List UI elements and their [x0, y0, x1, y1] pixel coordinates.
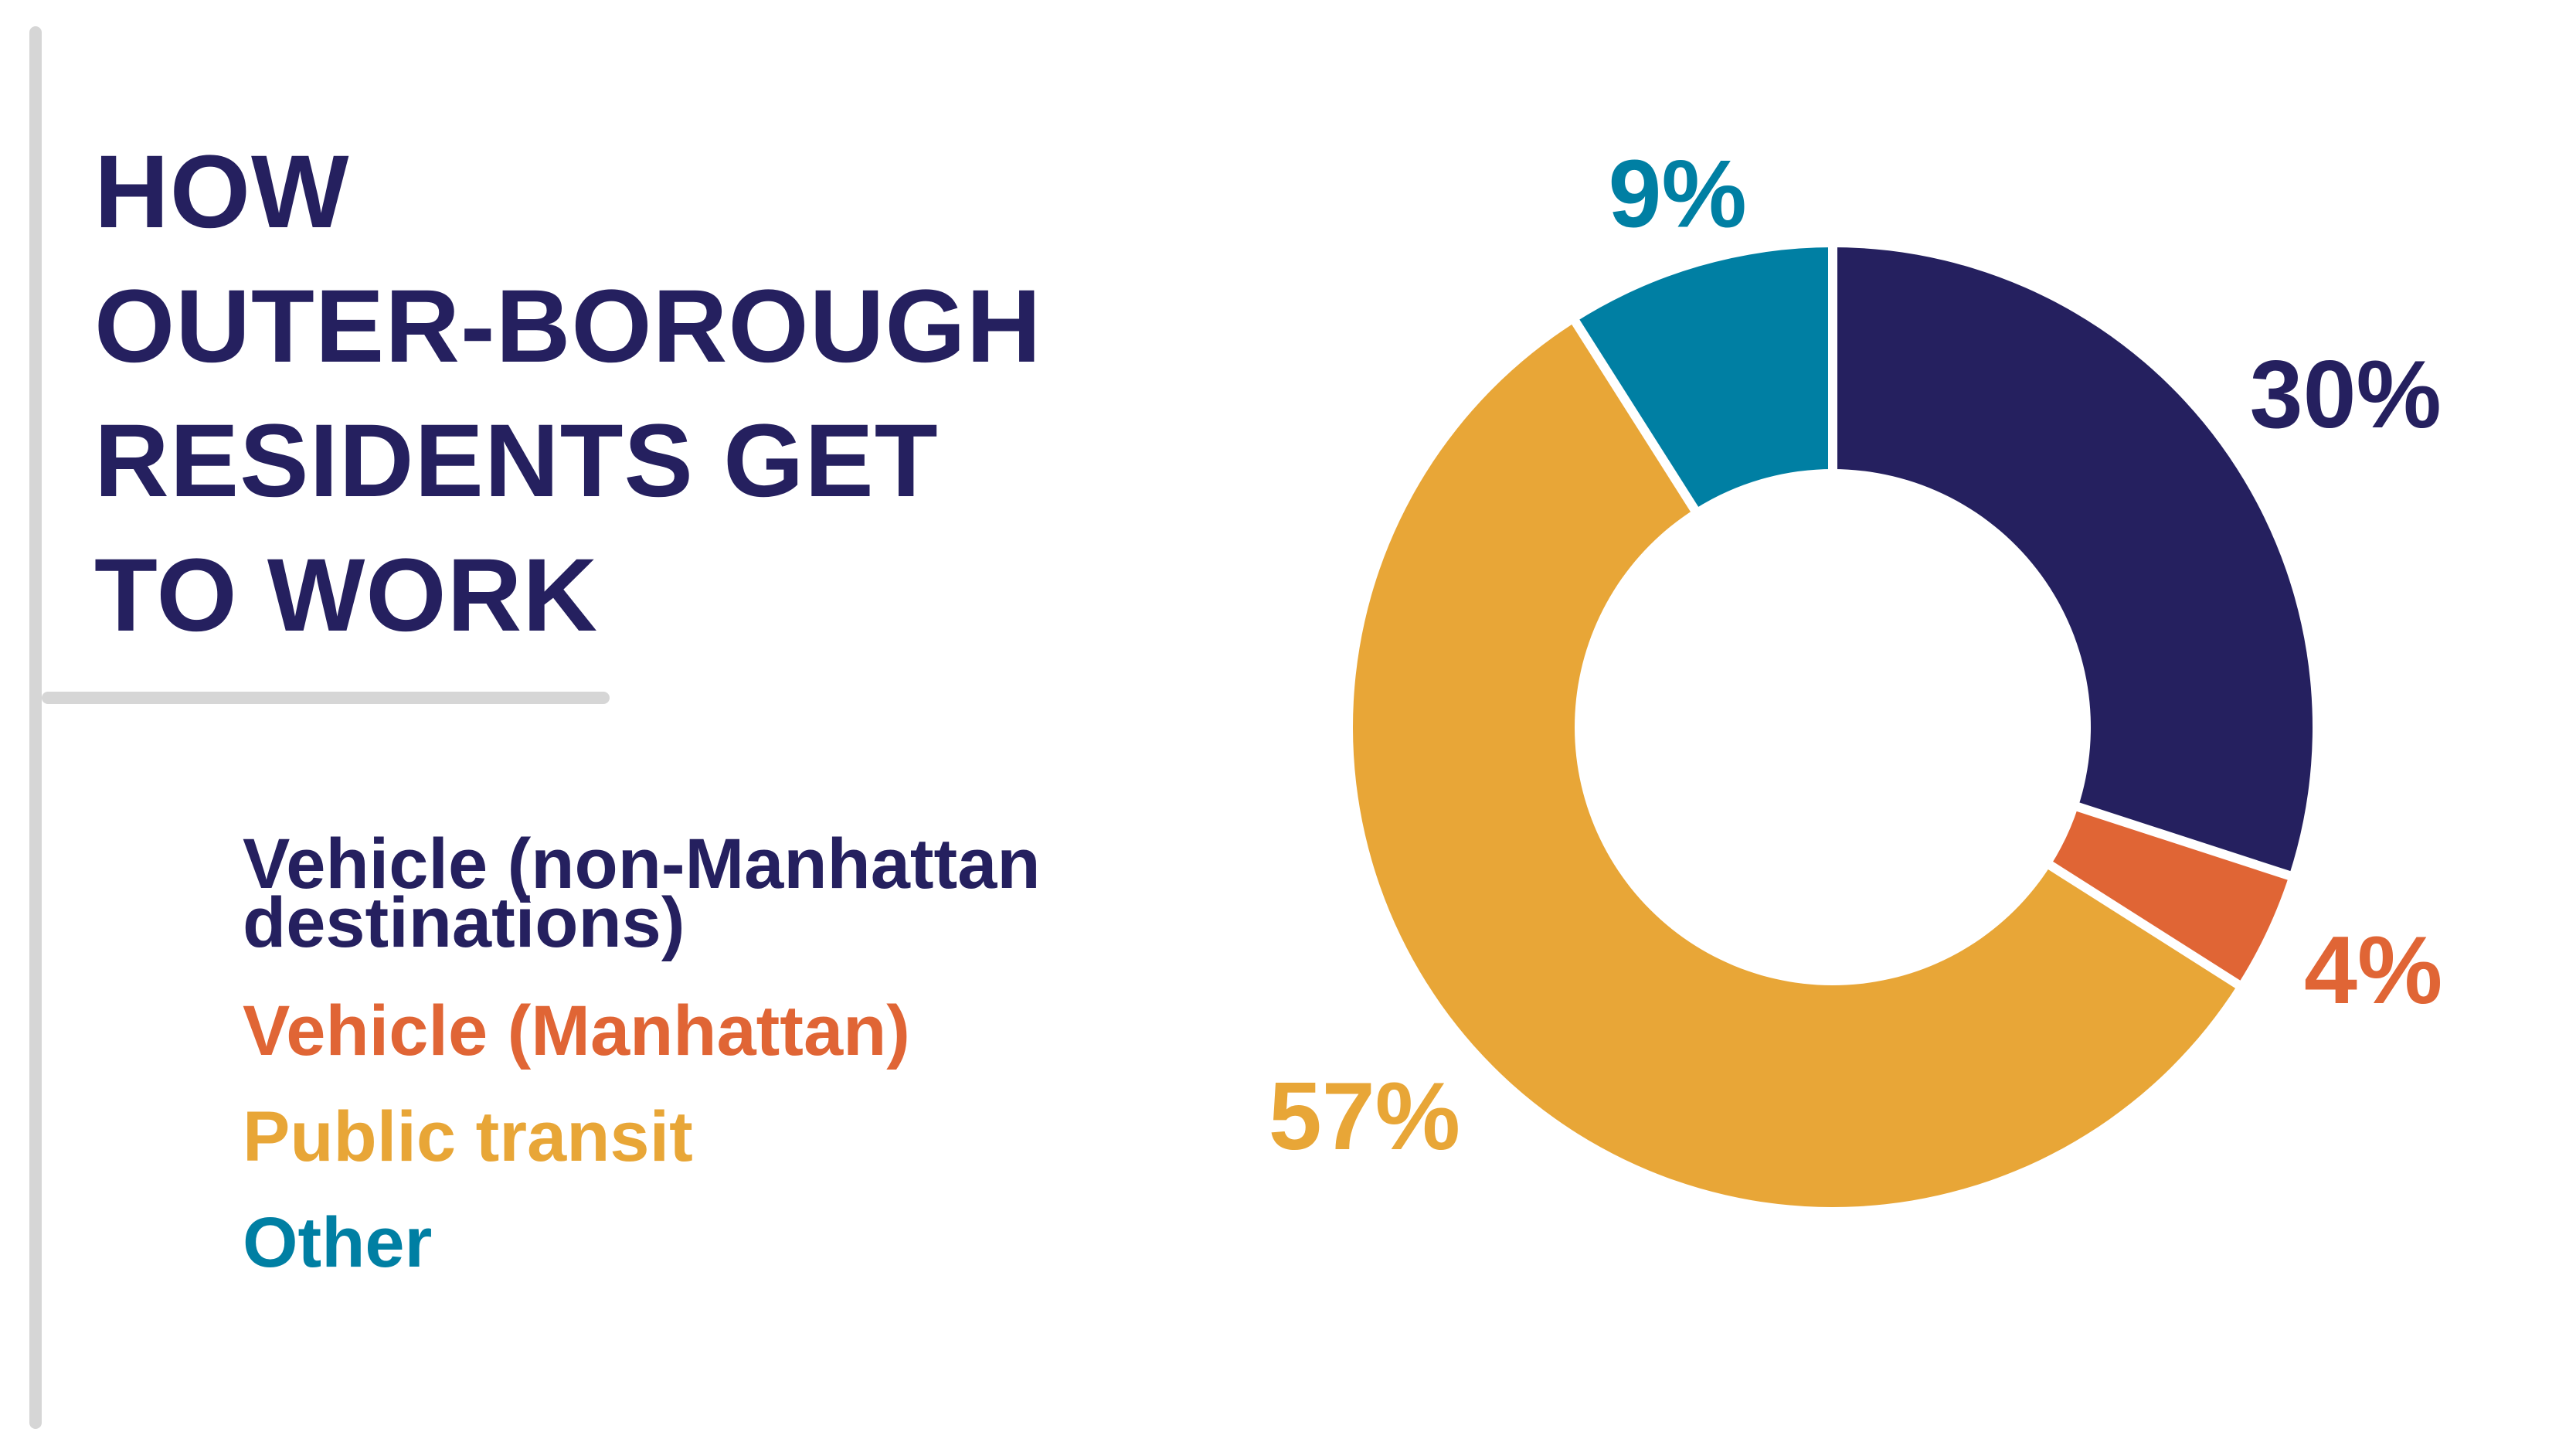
legend-label: Public transit [243, 1097, 693, 1176]
legend-label: Vehicle (non-Manhattan [243, 825, 1041, 903]
slice-vehicle-non-manhattan-destinations [1833, 247, 2313, 876]
slice-other [1575, 247, 1833, 509]
title-line: RESIDENTS GET [94, 403, 939, 519]
legend-label: Vehicle (Manhattan) [243, 992, 910, 1070]
slice-value-label: 4% [2304, 917, 2442, 1024]
legend-label: Other [243, 1203, 433, 1282]
slice-public-transit [1353, 321, 2238, 1207]
slice-separator [1570, 317, 1701, 515]
vertical-divider [29, 26, 42, 1429]
legend: Vehicle (non-Manhattan destinations) Veh… [243, 825, 1247, 1319]
title-line: HOW [94, 134, 350, 250]
slice-value-label: 57% [1269, 1063, 1460, 1170]
slice-value-label: 9% [1609, 141, 1747, 248]
legend-label: destinations) [243, 883, 685, 962]
slice-separator [2045, 859, 2243, 990]
legend-item-vehicle-non-manhattan: Vehicle (non-Manhattan destinations) [243, 825, 1247, 962]
legend-item-public-transit: Public transit [243, 1097, 1247, 1176]
slice-separator [2073, 801, 2294, 881]
slice-value-label: 30% [2250, 342, 2442, 448]
title-line: OUTER-BOROUGH [94, 269, 1042, 384]
legend-item-vehicle-manhattan: Vehicle (Manhattan) [243, 992, 1247, 1070]
horizontal-divider [42, 692, 610, 704]
legend-item-other: Other [243, 1203, 1247, 1282]
chart-title: HOW OUTER-BOROUGH RESIDENTS GET TO WORK [94, 125, 1083, 663]
slice-vehicle-manhattan [2051, 807, 2289, 985]
title-line: TO WORK [94, 538, 599, 653]
